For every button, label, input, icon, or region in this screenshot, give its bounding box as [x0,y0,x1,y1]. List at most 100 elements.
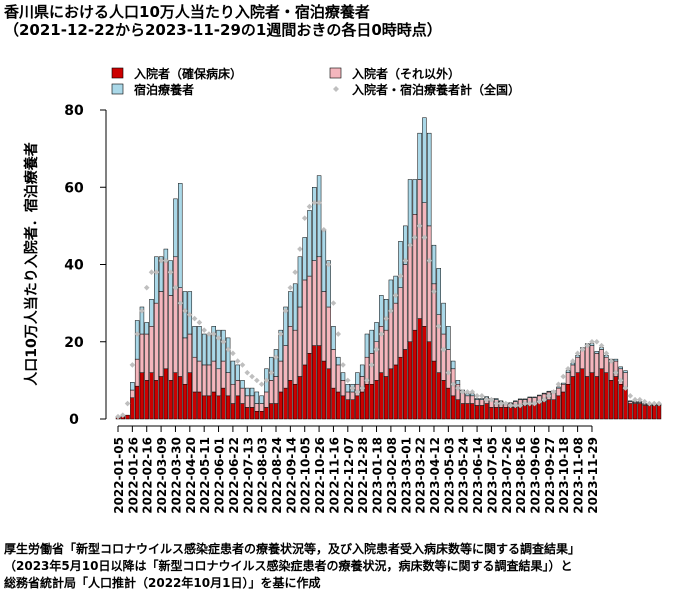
x-tick-label: 2022-04-20 [184,437,198,514]
bar-segment-2 [268,380,274,404]
bar-segment-1 [182,383,188,420]
bar-segment-1 [297,376,303,420]
bar-segment-1 [565,383,571,420]
bar-segment-1 [436,372,441,420]
bar-segment-1 [403,349,408,420]
bar-segment-3 [302,237,307,281]
national-point [187,311,193,318]
x-tick-label: 2022-06-22 [227,437,241,514]
bar-segment-1 [168,380,173,420]
national-point [589,338,595,345]
bar-segment-1 [398,356,403,420]
national-point [153,269,160,276]
bar-segment-2 [168,295,173,381]
legend-label-2: 入院者（それ以外） [352,66,460,81]
bar-segment-1 [230,403,236,420]
bar-segment-2 [154,302,159,381]
bar-segment-2 [264,391,269,408]
chart-subtitle: （2021-12-22から2023-11-29の1週間おきの各日0時時点） [4,21,442,39]
national-point [469,389,476,395]
bar-segment-1 [522,405,528,420]
bar-segment-2 [302,279,307,366]
bar-segment-3 [259,395,264,404]
national-point [220,338,227,345]
bar-segment-2 [288,326,293,381]
bar-segment-2 [403,264,408,350]
bar-segment-2 [561,383,566,393]
bar-segment-2 [336,364,341,393]
bar-segment-2 [130,389,135,399]
bar-segment-2 [221,360,226,389]
national-point [206,331,212,337]
national-point [550,389,557,395]
x-tick-label: 2023-04-12 [428,437,442,514]
bar-segment-1 [302,364,307,420]
bar-segment-1 [163,368,169,420]
bar-segment-3 [541,392,547,395]
bar-segment-3 [455,380,461,385]
bar-segment-2 [350,391,355,400]
bar-segment-1 [618,383,623,420]
bar-segment-3 [393,275,398,304]
national-point [593,338,600,345]
national-point [507,402,514,409]
bar-segment-3 [422,117,427,203]
x-tick-label: 2022-02-16 [141,437,155,514]
bar-segment-1 [187,372,193,420]
bar-segment-1 [474,405,480,420]
bar-segment-3 [225,337,231,373]
bar-segment-2 [283,345,288,389]
bar-segment-2 [192,356,197,393]
x-tick-label: 2022-10-05 [299,437,313,514]
national-point [306,203,313,210]
bar-segment-2 [431,283,437,362]
national-point [488,396,495,403]
bar-segment-1 [417,318,422,420]
bar-segment-2 [230,383,236,404]
bar-segment-1 [211,391,216,420]
national-point [426,257,432,264]
bar-segment-3 [383,299,389,331]
bar-segment-3 [254,391,260,404]
bar-segment-1 [326,368,331,420]
bar-segment-2 [278,360,284,393]
bar-segment-2 [412,214,418,331]
bar-segment-1 [470,403,475,420]
bar-segment-2 [211,360,216,393]
x-tick-label: 2022-09-14 [284,437,298,514]
bar-segment-1 [312,345,317,420]
bar-segment-1 [556,395,561,420]
bar-segment-3 [201,333,207,366]
bar-segment-3 [154,256,159,304]
national-point [201,327,207,333]
bar-segment-1 [292,383,298,420]
x-tick-label: 2022-11-16 [327,437,341,514]
national-point [225,346,231,353]
bar-segment-3 [297,256,303,308]
x-tick-label: 2022-01-26 [126,437,140,514]
national-point [210,331,217,337]
national-point [297,246,303,252]
national-point [531,400,538,407]
bar-segment-1 [240,403,245,420]
bar-segment-3 [426,132,432,227]
bar-segment-3 [546,390,552,393]
national-point [392,292,399,299]
bar-segment-1 [369,383,374,420]
bar-segment-3 [268,356,274,381]
bar-segment-2 [182,337,188,385]
bar-segment-3 [556,386,561,389]
y-tick-label: 20 [64,335,84,351]
bar-segment-3 [355,372,360,385]
national-point [177,300,184,306]
bar-segment-1 [158,376,164,420]
bar-segment-2 [197,360,202,393]
bar-segment-3 [211,326,216,362]
bar-segment-2 [383,329,389,377]
bar-segment-3 [273,349,279,377]
national-point [598,342,605,349]
national-point [148,269,155,276]
bar-segment-1 [340,395,346,420]
legend-swatch-1 [111,67,124,79]
bar-segment-3 [149,299,154,327]
